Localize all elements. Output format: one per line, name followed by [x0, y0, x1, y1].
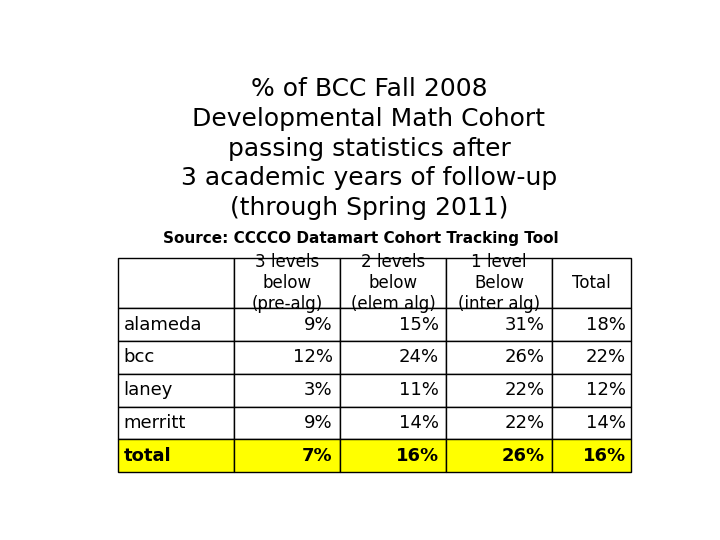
Text: 26%: 26%: [501, 447, 544, 465]
Text: 22%: 22%: [504, 414, 544, 432]
Text: 22%: 22%: [504, 381, 544, 399]
Bar: [552, 341, 631, 374]
Text: 2 levels
below
(elem alg): 2 levels below (elem alg): [351, 253, 436, 313]
Text: merritt: merritt: [124, 414, 186, 432]
Text: 14%: 14%: [585, 414, 626, 432]
Text: 12%: 12%: [293, 348, 333, 367]
Text: 16%: 16%: [395, 447, 438, 465]
Bar: [234, 258, 340, 308]
Bar: [446, 440, 552, 472]
Bar: [234, 440, 340, 472]
Bar: [118, 374, 234, 407]
Bar: [552, 308, 631, 341]
Bar: [340, 341, 446, 374]
Bar: [446, 374, 552, 407]
Text: bcc: bcc: [124, 348, 155, 367]
Bar: [340, 440, 446, 472]
Bar: [234, 341, 340, 374]
Text: 24%: 24%: [398, 348, 438, 367]
Bar: [234, 374, 340, 407]
Bar: [552, 440, 631, 472]
Bar: [340, 374, 446, 407]
Bar: [552, 407, 631, 440]
Text: 14%: 14%: [399, 414, 438, 432]
Text: 9%: 9%: [304, 414, 333, 432]
Bar: [118, 407, 234, 440]
Text: 3%: 3%: [304, 381, 333, 399]
Text: 22%: 22%: [585, 348, 626, 367]
Text: 26%: 26%: [505, 348, 544, 367]
Bar: [340, 258, 446, 308]
Text: Total: Total: [572, 274, 611, 292]
Text: 12%: 12%: [585, 381, 626, 399]
Text: Source: CCCCO Datamart Cohort Tracking Tool: Source: CCCCO Datamart Cohort Tracking T…: [163, 231, 558, 246]
Bar: [446, 407, 552, 440]
Text: 7%: 7%: [302, 447, 333, 465]
Text: 11%: 11%: [399, 381, 438, 399]
Text: total: total: [124, 447, 171, 465]
Text: % of BCC Fall 2008
Developmental Math Cohort
passing statistics after
3 academic: % of BCC Fall 2008 Developmental Math Co…: [181, 77, 557, 220]
Bar: [340, 407, 446, 440]
Bar: [118, 440, 234, 472]
Bar: [446, 308, 552, 341]
Bar: [552, 258, 631, 308]
Text: 1 level
Below
(inter alg): 1 level Below (inter alg): [458, 253, 540, 313]
Text: 3 levels
below
(pre-alg): 3 levels below (pre-alg): [251, 253, 323, 313]
Text: 15%: 15%: [399, 316, 438, 334]
Bar: [234, 308, 340, 341]
Text: laney: laney: [124, 381, 173, 399]
Bar: [552, 374, 631, 407]
Text: 18%: 18%: [586, 316, 626, 334]
Bar: [234, 407, 340, 440]
Bar: [118, 258, 234, 308]
Text: 16%: 16%: [582, 447, 626, 465]
Text: 31%: 31%: [505, 316, 544, 334]
Bar: [118, 341, 234, 374]
Bar: [446, 341, 552, 374]
Bar: [118, 308, 234, 341]
Text: 9%: 9%: [304, 316, 333, 334]
Text: alameda: alameda: [124, 316, 202, 334]
Bar: [340, 308, 446, 341]
Bar: [446, 258, 552, 308]
